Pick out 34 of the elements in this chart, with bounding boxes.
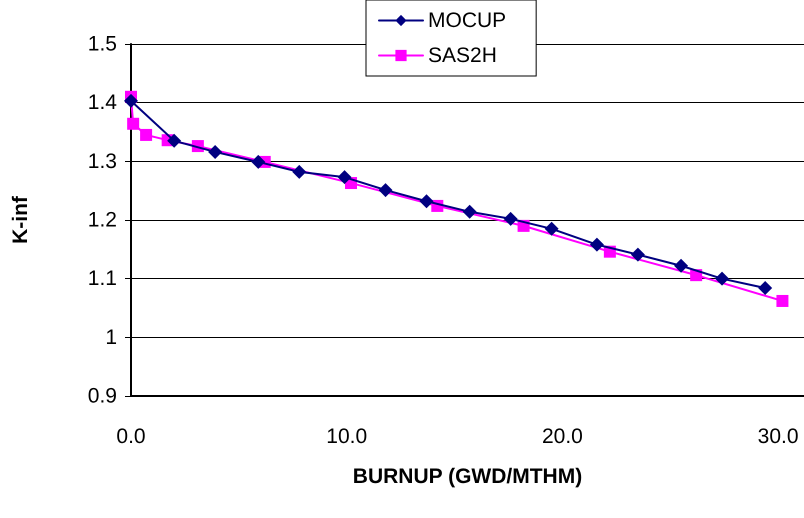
point [504,212,518,226]
point [378,183,393,198]
point [776,294,788,307]
y-axis-title: K-inf [9,195,32,244]
point [167,134,182,148]
point [462,204,477,219]
point [758,281,772,296]
point [674,258,688,273]
x-tick-label: 20.0 [542,425,583,448]
point [630,248,645,262]
legend-label: SAS2H [428,44,497,67]
y-tick-label: 0.9 [88,384,117,408]
y-tick-label: 1.2 [88,208,117,232]
y-tick-label: 1.1 [88,267,117,290]
point [124,94,138,108]
point [292,164,306,179]
x-tick-label: 0.0 [116,425,146,448]
y-tick-label: 1 [105,326,117,349]
point [140,128,152,141]
y-tick-label: 1.4 [88,91,118,114]
y-tick-label: 1.3 [88,150,117,173]
point [420,194,434,208]
x-tick-label: 10.0 [326,425,368,448]
point [208,144,222,159]
point [544,222,559,236]
x-axis-title: BURNUP (GWD/MTHM) [352,465,582,488]
y-tick-label: 1.5 [88,32,117,56]
point [338,170,352,184]
point [251,154,266,169]
legend-label: MOCUP [428,9,506,32]
point [590,238,604,252]
point [127,118,140,130]
x-tick-label: 30.0 [758,425,799,448]
point [715,272,730,286]
